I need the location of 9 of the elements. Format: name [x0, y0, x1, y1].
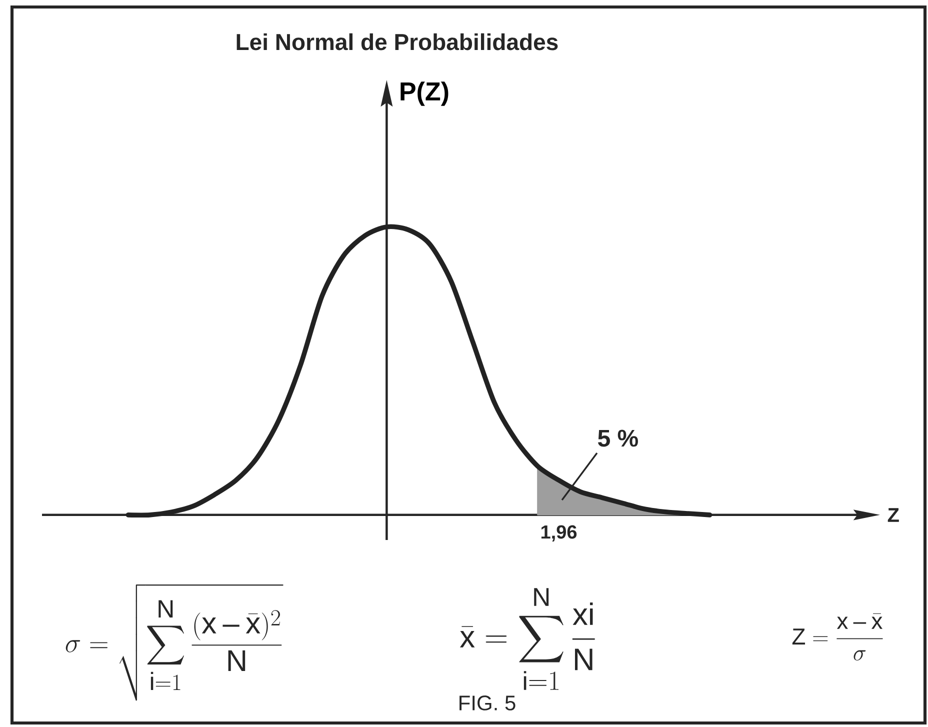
text: $Z = \frac{x-\bar{x}}{\sigma}$: [792, 613, 883, 660]
y-axis-title: P(Z): [400, 82, 448, 106]
text: $\sigma = \sqrt{\sum_{i=1}^{N} \frac{(x-\bar{x})^{2}}{N}}$: [66, 584, 284, 701]
annotation: 5 %: [598, 430, 638, 447]
text: Z: [888, 508, 899, 522]
text: 1,96: [541, 525, 577, 542]
chart-title: Lei Normal de Probabilidades: [236, 33, 558, 50]
caption: FIG. 5: [460, 696, 516, 710]
text: $\bar{x} = \sum_{i=1}^{N} \frac{xi}{N}$: [460, 588, 595, 690]
